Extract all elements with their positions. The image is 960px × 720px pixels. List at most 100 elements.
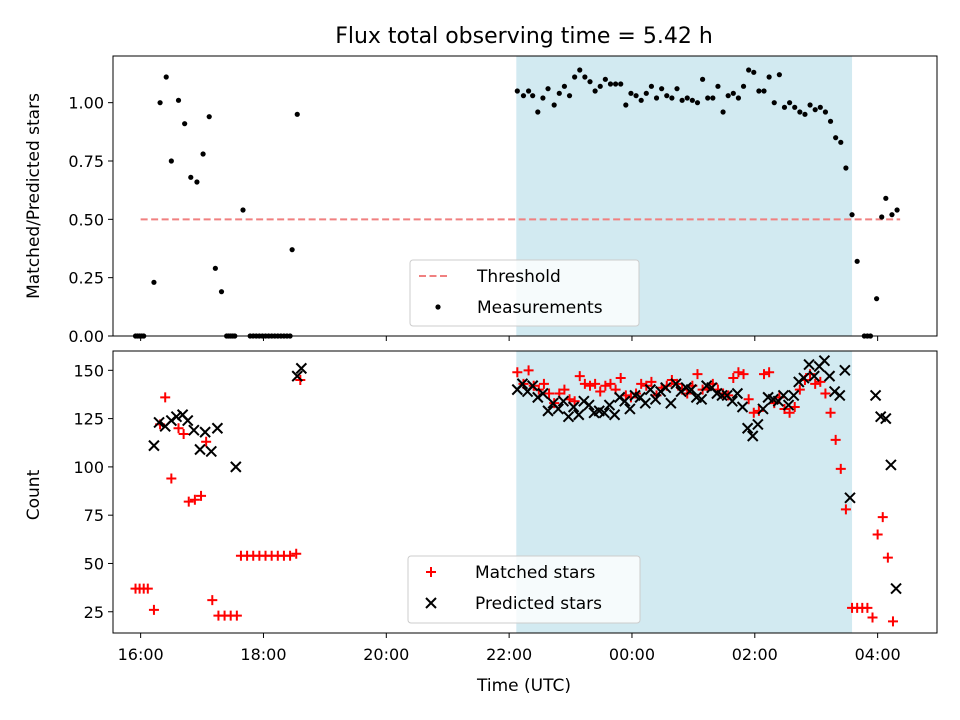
measurement-point xyxy=(797,109,803,115)
matched-star-point xyxy=(794,384,805,395)
matched-star-point xyxy=(285,550,296,561)
matched-star-point xyxy=(600,380,611,391)
measurement-point xyxy=(218,289,225,295)
measurement-point xyxy=(735,95,742,101)
matched-star-point xyxy=(189,494,200,505)
predicted-star-point xyxy=(685,383,698,396)
x-tick-label: 20:00 xyxy=(363,645,409,664)
matched-star-point xyxy=(867,612,878,623)
matched-star-point xyxy=(160,392,171,403)
predicted-star-point xyxy=(649,393,662,405)
top-y-tick-label: 1.00 xyxy=(68,94,104,113)
predicted-star-point xyxy=(844,492,856,504)
measurement-point xyxy=(540,95,546,101)
matched-star-point xyxy=(835,463,846,474)
x-tick-label: 18:00 xyxy=(240,645,286,664)
matched-star-point xyxy=(887,616,898,627)
measurement-point xyxy=(525,88,532,94)
measurement-point xyxy=(212,265,218,271)
measurement-point xyxy=(572,74,578,80)
predicted-star-point xyxy=(295,362,308,375)
bottom-legend-box xyxy=(407,555,641,624)
measurement-point xyxy=(602,76,608,82)
predicted-star-point xyxy=(752,418,764,431)
measurement-point xyxy=(157,100,163,106)
measurement-point xyxy=(787,100,793,106)
measurement-point xyxy=(817,104,823,110)
bottom-y-tick-label: 50 xyxy=(84,554,104,573)
measurement-point xyxy=(802,111,808,117)
measurement-point xyxy=(766,74,772,80)
measurement-point xyxy=(792,104,798,110)
measurement-point xyxy=(566,93,573,99)
predicted-star-point xyxy=(726,395,738,407)
matched-star-point xyxy=(728,373,739,384)
matched-star-point xyxy=(183,496,194,507)
matched-star-point xyxy=(877,512,888,523)
measurement-point xyxy=(854,258,860,264)
matched-star-point xyxy=(196,490,207,501)
predicted-star-point xyxy=(716,389,728,402)
predicted-star-point xyxy=(624,403,636,415)
bottom-legend-marker xyxy=(426,567,436,577)
predicted-star-point xyxy=(639,397,651,409)
matched-star-point xyxy=(830,434,841,445)
predicted-star-point xyxy=(808,370,820,382)
measurement-point xyxy=(669,95,675,101)
measurement-point xyxy=(781,104,788,110)
predicted-star-point xyxy=(665,397,677,409)
predicted-star-point xyxy=(230,461,242,473)
predicted-star-point xyxy=(537,387,549,400)
predicted-star-point xyxy=(194,443,206,456)
matched-star-point xyxy=(569,396,580,407)
predicted-star-point xyxy=(736,401,749,413)
measurement-point xyxy=(720,109,726,115)
measurement-point xyxy=(188,174,194,180)
predicted-star-point xyxy=(153,416,165,429)
measurement-point xyxy=(530,93,536,99)
matched-star-point xyxy=(595,386,606,397)
x-tick-label: 04:00 xyxy=(855,645,901,664)
measurement-point xyxy=(674,86,680,92)
predicted-star-point xyxy=(839,364,851,377)
matched-star-point xyxy=(636,378,647,389)
predicted-star-point xyxy=(211,422,224,434)
matched-star-point xyxy=(178,429,189,440)
matched-star-point xyxy=(743,394,754,405)
top-y-tick-label: 0.00 xyxy=(68,327,104,346)
measurement-point xyxy=(679,97,685,103)
measurement-point xyxy=(206,114,212,120)
matched-star-point xyxy=(579,378,590,389)
predicted-star-point xyxy=(567,401,580,413)
predicted-star-point xyxy=(205,445,217,458)
matched-star-point xyxy=(810,378,821,389)
matched-star-point xyxy=(872,529,883,540)
predicted-star-point xyxy=(731,387,744,400)
predicted-star-point xyxy=(552,403,564,415)
measurement-point xyxy=(694,100,701,106)
measurement-point xyxy=(689,97,695,103)
measurement-point xyxy=(889,212,895,218)
top-panel: 0.00 0.25 0.50 0.75 1.00 Threshold Measurement… xyxy=(68,55,938,346)
measurement-point xyxy=(730,90,736,96)
bottom-y-tick-label: 75 xyxy=(84,506,104,525)
matched-star-point xyxy=(882,552,893,563)
predicted-star-point xyxy=(747,430,759,442)
bottom-y-tick-label: 125 xyxy=(73,410,104,429)
matched-star-point xyxy=(291,548,302,559)
matched-star-point xyxy=(759,369,770,380)
top-y-tick-label: 0.25 xyxy=(68,269,104,288)
predicted-star-point xyxy=(542,405,554,417)
matched-star-point xyxy=(840,504,851,515)
bottom-y-axis-label: Count xyxy=(24,469,44,520)
measurement-point xyxy=(771,100,777,106)
predicted-star-point xyxy=(562,410,575,423)
bottom-axes-frame xyxy=(112,350,938,634)
bottom-y-tick-label: 100 xyxy=(73,458,104,477)
predicted-star-point xyxy=(291,370,303,382)
measurement-point xyxy=(168,158,174,164)
measurement-point xyxy=(638,97,644,103)
measurement-point xyxy=(561,83,568,89)
measurement-point xyxy=(551,102,557,108)
